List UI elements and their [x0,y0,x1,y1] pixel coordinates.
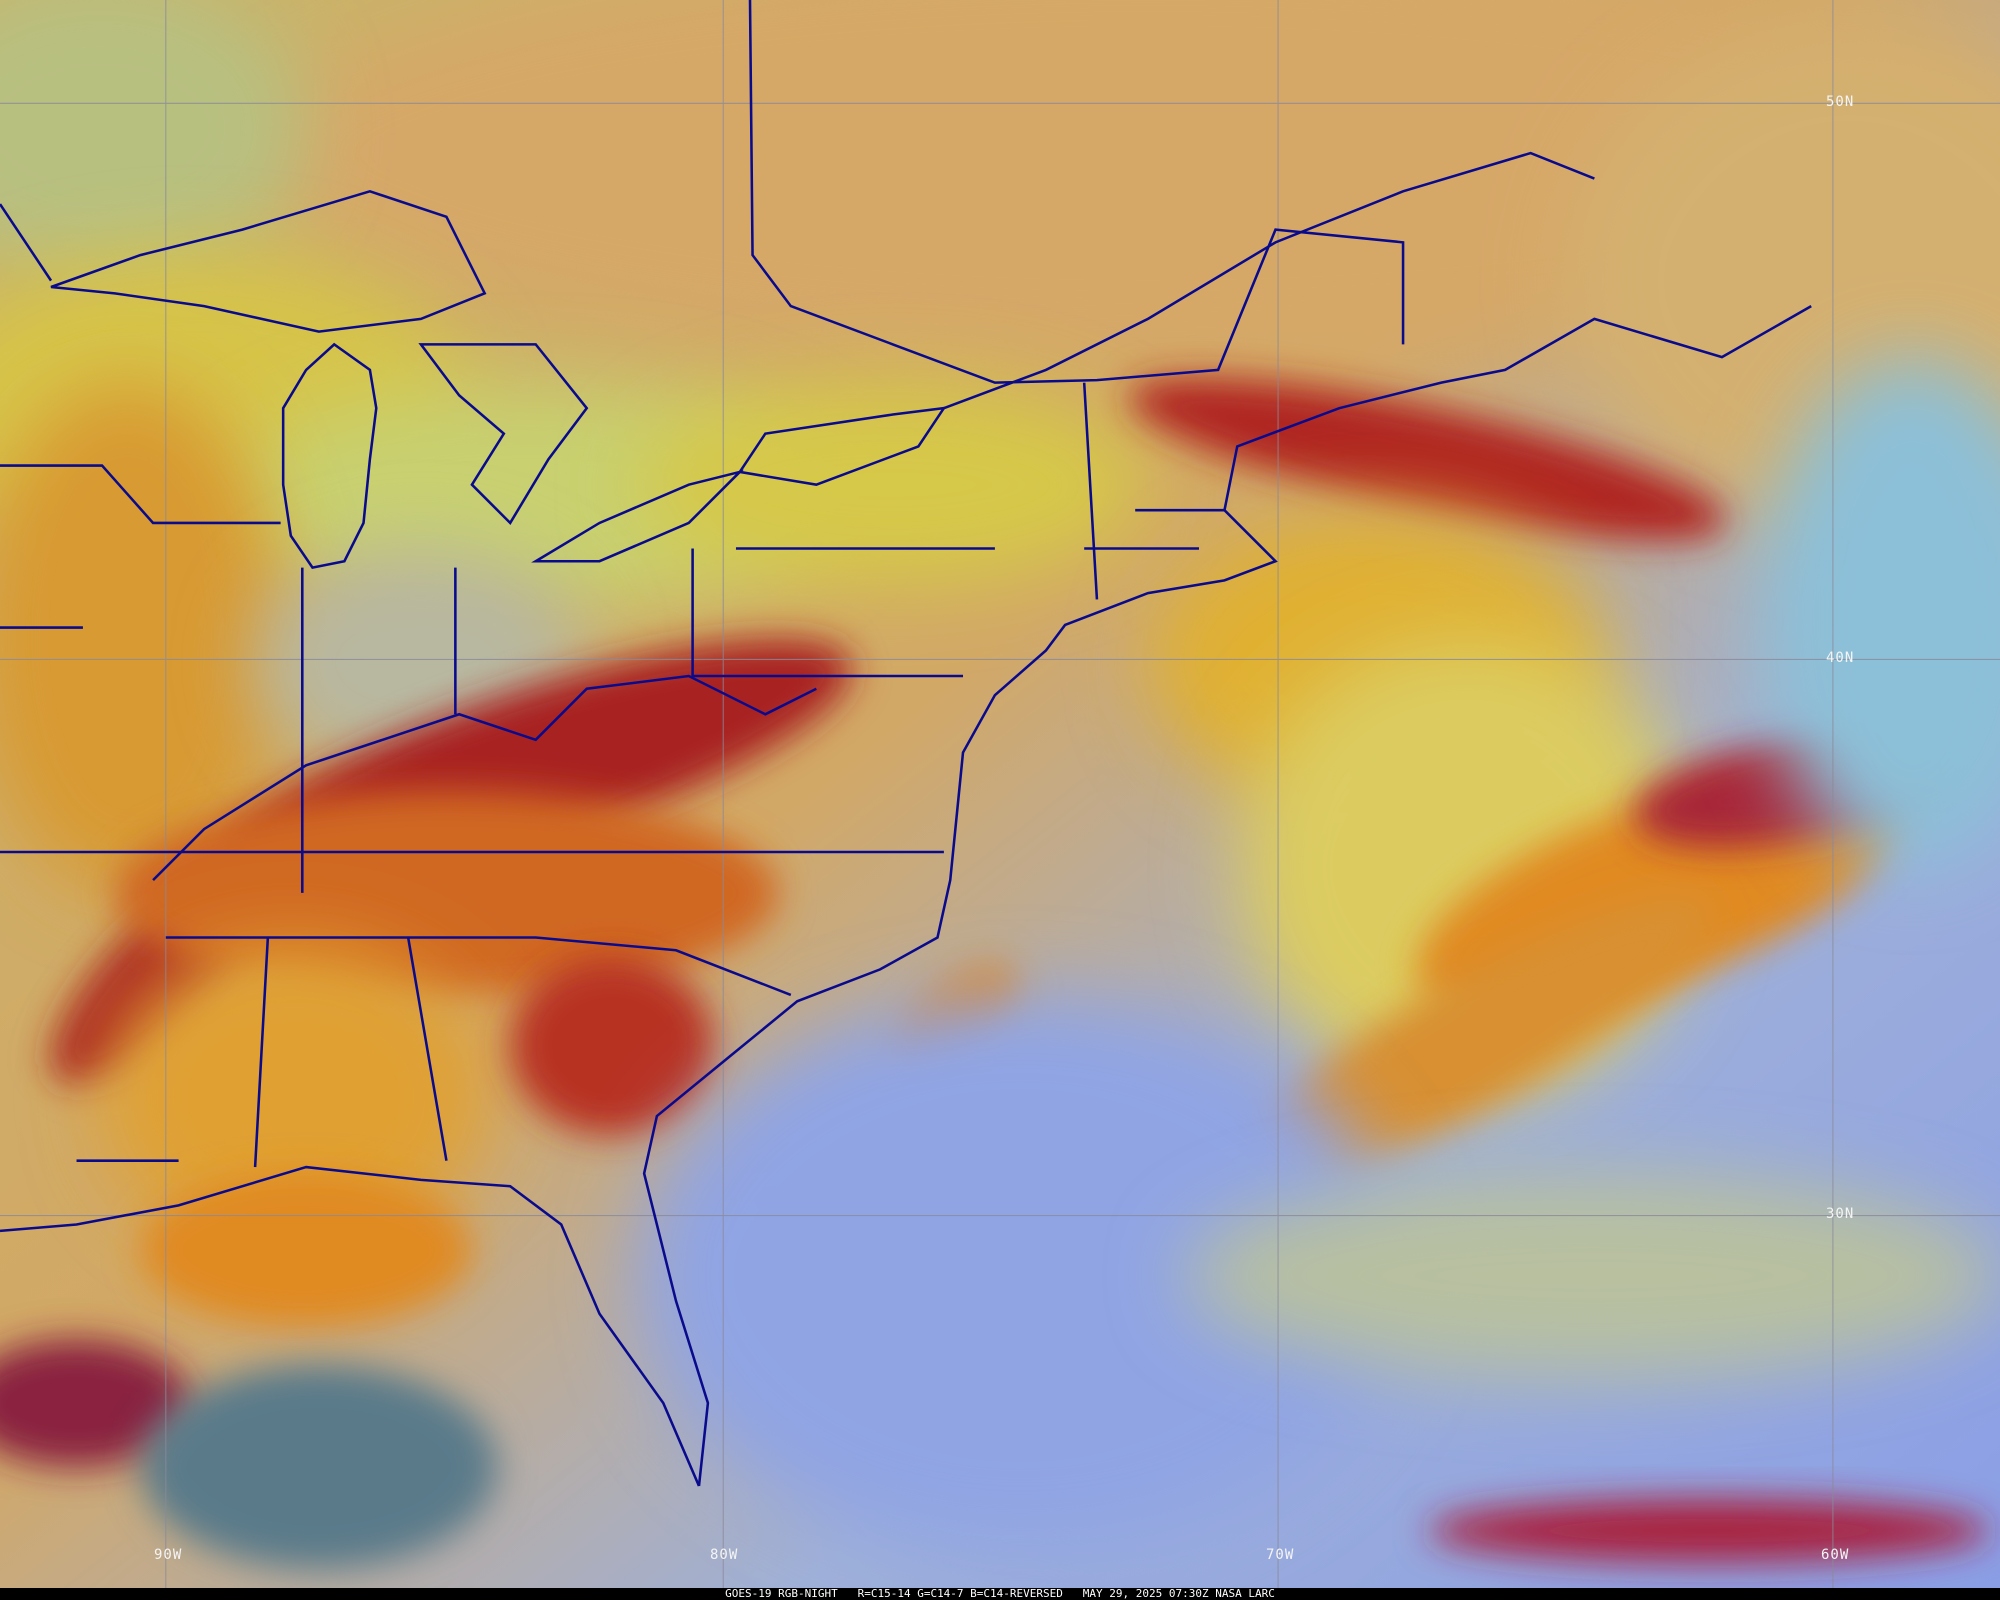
lake-huron [418,343,589,526]
lat-label-40n: 40N [1826,650,1855,666]
lake-michigan [281,342,378,570]
caption-channels: R=C15-14 G=C14-7 B=C14-REVERSED [857,1587,1063,1600]
st-lawrence [943,151,1595,410]
us-canada-border [0,0,1405,384]
caption-source: NASA LARC [1215,1587,1275,1600]
lat-label-30n: 30N [1826,1206,1855,1222]
east-coastline [642,305,1812,1487]
lon-label-90w: 90W [154,1547,183,1563]
lat-label-50n: 50N [1826,94,1855,110]
lake-superior [50,189,487,333]
political-boundaries [0,0,1812,1487]
ohio-kentucky-border [152,674,817,881]
lon-label-80w: 80W [710,1547,739,1563]
caption-satellite: GOES-19 RGB-NIGHT [725,1587,838,1600]
state-lines [0,382,1225,1168]
lon-label-60w: 60W [1821,1547,1850,1563]
caption-datetime: MAY 29, 2025 07:30Z [1082,1587,1209,1600]
lon-label-70w: 70W [1266,1547,1295,1563]
image-caption-bar: GOES-19 RGB-NIGHT R=C15-14 G=C14-7 B=C14… [0,1588,2000,1600]
gulf-coastline [0,1165,701,1487]
